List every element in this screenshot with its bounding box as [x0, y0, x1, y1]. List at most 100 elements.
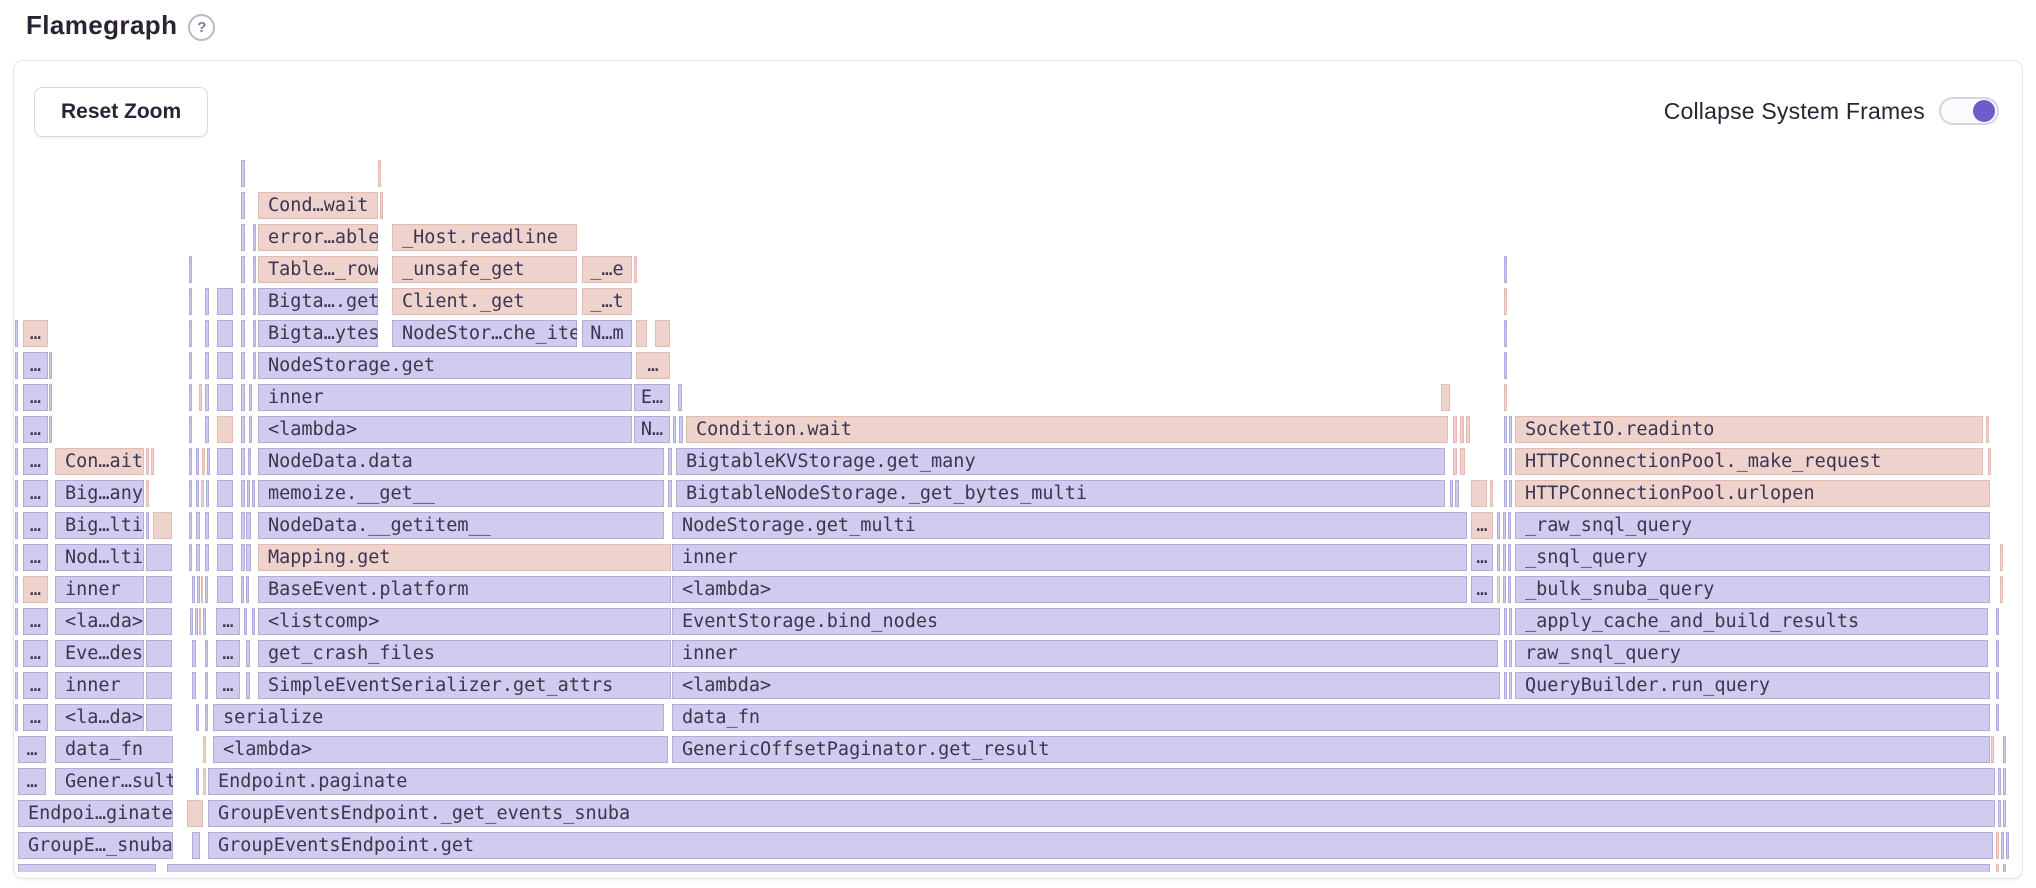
- flame-frame[interactable]: error…able: [258, 224, 378, 251]
- flame-frame[interactable]: [187, 800, 203, 827]
- flame-frame[interactable]: [196, 768, 199, 795]
- flame-frame[interactable]: [205, 672, 208, 699]
- flame-frame[interactable]: [15, 384, 18, 411]
- flame-frame[interactable]: [1460, 416, 1464, 443]
- flame-frame[interactable]: [1991, 736, 1994, 763]
- flame-frame[interactable]: _snql_query: [1515, 544, 1990, 571]
- flame-frame[interactable]: [253, 352, 256, 379]
- flame-frame[interactable]: [636, 320, 647, 347]
- flame-frame[interactable]: [1504, 384, 1507, 411]
- flame-frame[interactable]: Mapping.get: [258, 544, 671, 571]
- flame-frame[interactable]: …: [23, 448, 48, 475]
- flame-frame[interactable]: [2006, 832, 2009, 859]
- flame-frame[interactable]: [146, 704, 172, 731]
- flame-frame[interactable]: [241, 320, 245, 347]
- flame-frame[interactable]: …: [23, 416, 48, 443]
- flame-frame[interactable]: NodeStor…che_item: [392, 320, 577, 347]
- flame-frame[interactable]: [1497, 512, 1500, 539]
- flame-frame[interactable]: BigtableNodeStorage._get_bytes_multi: [676, 480, 1445, 507]
- flame-frame[interactable]: [249, 416, 252, 443]
- flame-frame[interactable]: [146, 480, 149, 507]
- flame-frame[interactable]: _…t: [582, 288, 632, 315]
- flame-frame[interactable]: [189, 448, 192, 475]
- flame-frame[interactable]: [146, 576, 172, 603]
- flame-frame[interactable]: …: [216, 608, 240, 635]
- flame-frame[interactable]: [679, 416, 683, 443]
- flame-frame[interactable]: Endpoint.paginate: [208, 768, 1995, 795]
- flame-frame[interactable]: [205, 288, 209, 315]
- flame-frame[interactable]: Gener…sult: [55, 768, 173, 795]
- flame-frame[interactable]: NodeStorage.get_multi: [672, 512, 1467, 539]
- flame-frame[interactable]: [15, 448, 18, 475]
- flame-frame[interactable]: [2003, 800, 2006, 827]
- flame-frame[interactable]: data_fn: [672, 704, 1990, 731]
- flame-frame[interactable]: …: [1471, 576, 1493, 603]
- flame-frame[interactable]: …: [23, 672, 48, 699]
- flame-frame[interactable]: [201, 480, 204, 507]
- flame-frame[interactable]: HTTPConnectionPool._make_request: [1515, 448, 1983, 475]
- flame-frame[interactable]: [205, 384, 209, 411]
- flame-frame[interactable]: [189, 288, 192, 315]
- flame-frame[interactable]: [252, 480, 255, 507]
- flame-frame[interactable]: inner: [55, 576, 144, 603]
- flame-frame[interactable]: [189, 384, 192, 411]
- flame-frame[interactable]: [217, 448, 233, 475]
- flame-frame[interactable]: [241, 480, 245, 507]
- flame-frame[interactable]: [380, 192, 383, 219]
- collapse-system-frames-toggle[interactable]: [1939, 97, 1999, 125]
- flame-frame[interactable]: Con…ait: [55, 448, 144, 475]
- flame-frame[interactable]: [1504, 448, 1507, 475]
- flame-frame[interactable]: SocketIO.readinto: [1515, 416, 1983, 443]
- flame-frame[interactable]: …: [1471, 544, 1493, 571]
- flame-frame[interactable]: [15, 672, 18, 699]
- flame-frame[interactable]: Big…any: [55, 480, 144, 507]
- flame-frame[interactable]: [192, 640, 196, 667]
- flame-frame[interactable]: [1508, 544, 1511, 571]
- flame-frame[interactable]: <la…da>: [55, 608, 144, 635]
- flame-frame[interactable]: [217, 544, 233, 571]
- flame-frame[interactable]: Bigta….get: [258, 288, 378, 315]
- flame-frame[interactable]: get_crash_files: [258, 640, 671, 667]
- flame-frame[interactable]: …: [23, 352, 48, 379]
- flame-frame[interactable]: …: [18, 736, 46, 763]
- flame-frame[interactable]: Nod…lti: [55, 544, 144, 571]
- flame-frame[interactable]: [1504, 256, 1507, 283]
- flame-frame[interactable]: [206, 480, 209, 507]
- flame-frame[interactable]: [205, 704, 208, 731]
- flame-frame[interactable]: [189, 416, 192, 443]
- flame-frame[interactable]: [1509, 640, 1512, 667]
- flame-frame[interactable]: [1508, 512, 1511, 539]
- flame-frame[interactable]: [1455, 480, 1459, 507]
- flame-frame[interactable]: [190, 608, 193, 635]
- flame-frame[interactable]: [49, 352, 52, 379]
- flame-frame[interactable]: <listcomp>: [258, 608, 671, 635]
- flame-frame[interactable]: [205, 640, 208, 667]
- flame-frame[interactable]: [15, 416, 18, 443]
- flame-frame[interactable]: …: [1471, 512, 1493, 539]
- flame-frame[interactable]: …: [23, 544, 48, 571]
- flame-frame[interactable]: Big…lti: [55, 512, 144, 539]
- flame-frame[interactable]: [241, 544, 245, 571]
- flame-frame[interactable]: EventStorage.bind_nodes: [672, 608, 1500, 635]
- flame-frame[interactable]: [153, 512, 172, 539]
- flame-frame[interactable]: NodeData.__getitem__: [258, 512, 664, 539]
- flame-frame[interactable]: [151, 448, 154, 475]
- flame-frame[interactable]: [195, 608, 198, 635]
- flame-frame[interactable]: [189, 352, 192, 379]
- flame-frame[interactable]: [205, 352, 209, 379]
- flame-frame[interactable]: inner: [672, 640, 1498, 667]
- flame-frame[interactable]: NodeStorage.get: [258, 352, 632, 379]
- flame-frame[interactable]: …: [636, 352, 670, 379]
- flame-frame[interactable]: [15, 544, 18, 571]
- flame-frame[interactable]: [248, 448, 251, 475]
- flame-frame[interactable]: BaseEvent.platform: [258, 576, 671, 603]
- flame-frame[interactable]: [192, 576, 195, 603]
- flame-frame[interactable]: N…: [634, 416, 670, 443]
- flame-frame[interactable]: [189, 480, 192, 507]
- flame-frame[interactable]: [1509, 608, 1512, 635]
- flame-frame[interactable]: [15, 576, 18, 603]
- flame-frame[interactable]: NodeData.data: [258, 448, 664, 475]
- flame-frame[interactable]: [197, 576, 200, 603]
- flame-frame[interactable]: [1504, 320, 1507, 347]
- flame-frame[interactable]: [655, 320, 670, 347]
